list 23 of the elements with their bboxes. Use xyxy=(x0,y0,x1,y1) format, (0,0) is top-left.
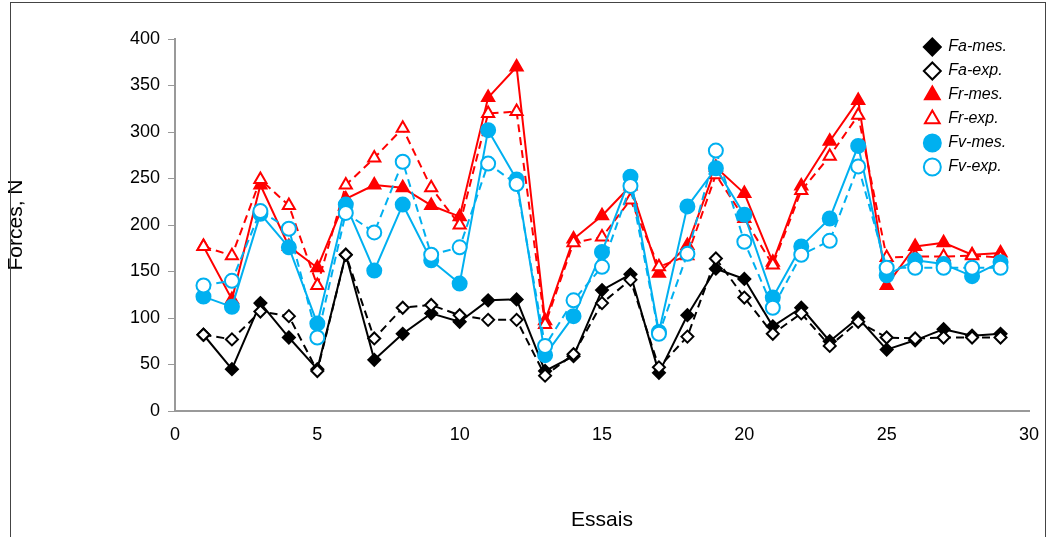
legend-label: Fa-mes. xyxy=(948,37,1007,55)
y-tick-label: 0 xyxy=(149,399,160,420)
legend-label: Fr-exp. xyxy=(948,109,999,127)
x-tick-label: 20 xyxy=(734,423,755,444)
y-tick-label: 200 xyxy=(129,213,160,234)
y-tick-label: 100 xyxy=(129,306,160,327)
y-tick-label: 150 xyxy=(129,260,160,281)
legend-label: Fr-mes. xyxy=(948,85,1004,103)
x-tick-label: 0 xyxy=(169,423,181,444)
y-tick-label: 250 xyxy=(129,167,160,188)
x-tick-label: 5 xyxy=(312,423,323,444)
y-tick-label: 400 xyxy=(129,27,160,48)
y-tick-label: 350 xyxy=(129,74,160,95)
x-tick-label: 15 xyxy=(591,423,613,444)
x-tick-label: 30 xyxy=(1018,423,1040,444)
x-tick-label: 25 xyxy=(876,423,897,444)
y-tick-label: 300 xyxy=(129,120,160,141)
x-tick-label: 10 xyxy=(449,423,470,444)
y-tick-label: 50 xyxy=(139,353,160,374)
legend-label: Fv-exp. xyxy=(948,157,1002,175)
legend-label: Fv-mes. xyxy=(948,133,1007,151)
legend-label: Fa-exp. xyxy=(948,61,1003,79)
x-axis-title: Essais xyxy=(571,507,633,531)
